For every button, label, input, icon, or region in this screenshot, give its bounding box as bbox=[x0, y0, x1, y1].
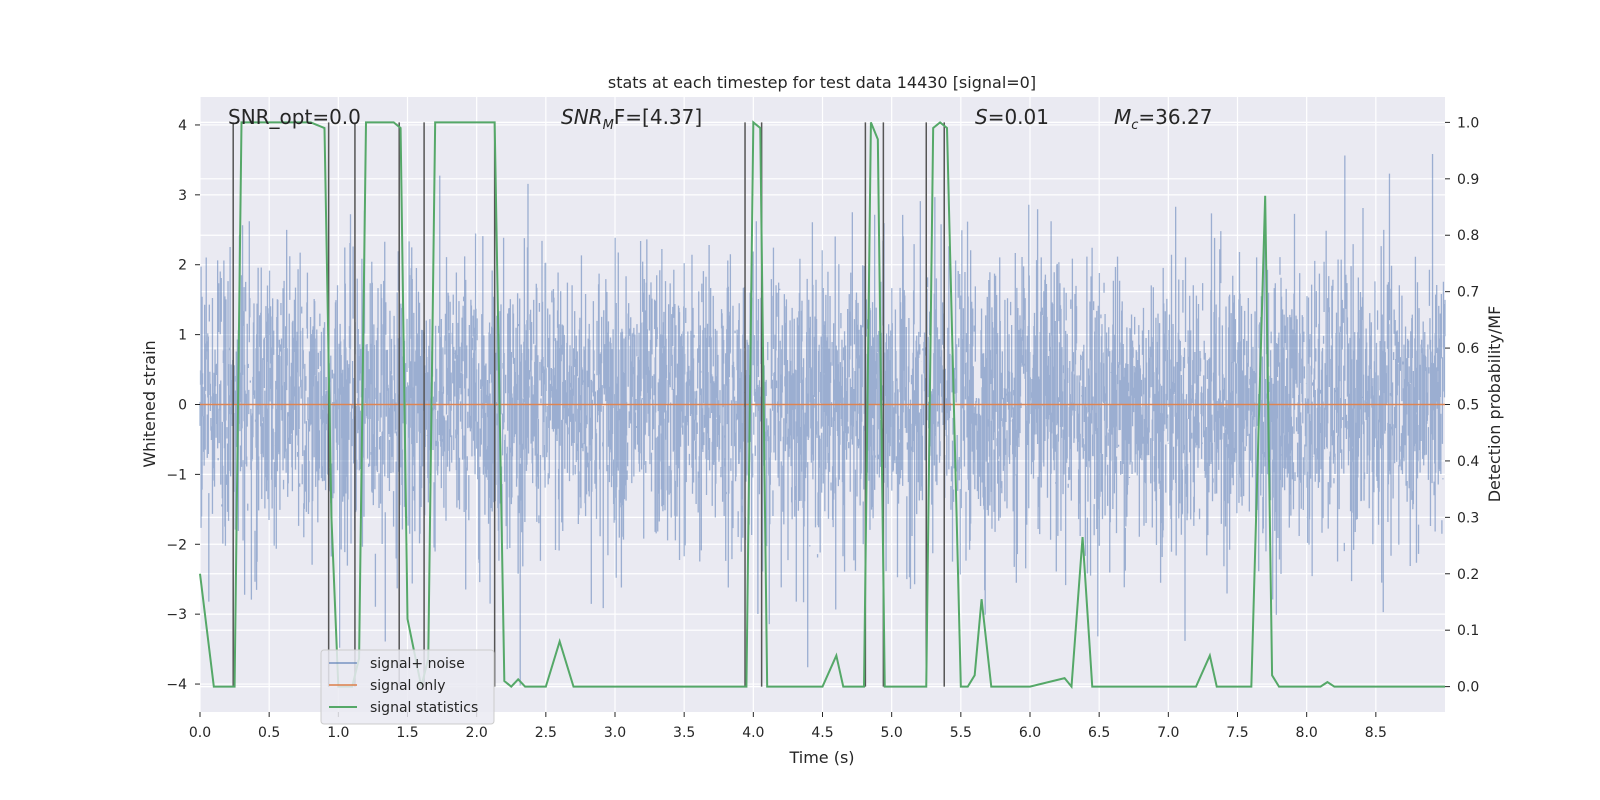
y-tick-label: 4 bbox=[178, 118, 187, 134]
x-tick-label: 5.0 bbox=[881, 725, 903, 741]
legend-box bbox=[320, 649, 495, 725]
y-axis-label: Whitened strain bbox=[140, 340, 159, 467]
y-tick-label: 3 bbox=[178, 188, 187, 204]
y2-axis-label: Detection probability/MF bbox=[1485, 306, 1504, 503]
x-tick-label: 1.5 bbox=[396, 725, 418, 741]
legend-label-signal-noise: signal+ noise bbox=[370, 656, 465, 672]
y-tick-label: 0 bbox=[178, 398, 187, 414]
y2-tick-label: 0.2 bbox=[1457, 567, 1479, 583]
y-tick-label: −3 bbox=[166, 607, 187, 623]
x-tick-label: 3.0 bbox=[604, 725, 626, 741]
x-tick-label: 6.0 bbox=[1019, 725, 1041, 741]
signal-noise-series bbox=[199, 154, 1446, 686]
signal-noise-trace bbox=[199, 154, 1446, 686]
x-tick-label: 2.0 bbox=[466, 725, 488, 741]
y2-tick-label: 0.0 bbox=[1457, 680, 1479, 696]
x-tick-label: 4.0 bbox=[742, 725, 764, 741]
y-tick-label: 2 bbox=[178, 258, 187, 274]
x-tick-label: 0.5 bbox=[258, 725, 280, 741]
y-tick-label: −4 bbox=[166, 677, 187, 693]
y2-tick-label: 0.9 bbox=[1457, 172, 1479, 188]
x-tick-label: 1.0 bbox=[327, 725, 349, 741]
y2-tick-label: 1.0 bbox=[1457, 115, 1479, 131]
mc-annotation: Mc=36.27 bbox=[1114, 105, 1212, 133]
x-tick-label: 8.0 bbox=[1296, 725, 1318, 741]
x-tick-label: 0.0 bbox=[189, 725, 211, 741]
snr-mf-annotation: SNRMF=[4.37] bbox=[561, 105, 702, 133]
y2-tick-label: 0.1 bbox=[1457, 623, 1479, 639]
s-annotation: S=0.01 bbox=[975, 105, 1049, 129]
snr-opt-annotation: SNR_opt=0.0 bbox=[228, 105, 361, 129]
x-axis-label: Time (s) bbox=[788, 748, 854, 767]
y2-tick-label: 0.3 bbox=[1457, 510, 1479, 526]
x-tick-label: 2.5 bbox=[535, 725, 557, 741]
legend-label-signal-only: signal only bbox=[370, 678, 445, 694]
y2-tick-label: 0.6 bbox=[1457, 341, 1479, 357]
legend-label-signal-statistics: signal statistics bbox=[370, 700, 478, 716]
y-tick-label: −1 bbox=[166, 467, 187, 483]
legend: signal+ noise signal only signal statist… bbox=[320, 649, 495, 725]
x-tick-label: 7.5 bbox=[1226, 725, 1248, 741]
x-tick-label: 4.5 bbox=[811, 725, 833, 741]
x-tick-label: 8.5 bbox=[1365, 725, 1387, 741]
x-tick-label: 6.5 bbox=[1088, 725, 1110, 741]
y2-tick-label: 0.8 bbox=[1457, 228, 1479, 244]
y2-tick-label: 0.4 bbox=[1457, 454, 1479, 470]
y-tick-label: −2 bbox=[166, 537, 187, 553]
x-tick-label: 7.0 bbox=[1157, 725, 1179, 741]
chart-title: stats at each timestep for test data 144… bbox=[608, 73, 1036, 92]
ticks: 0.0 0.5 1.0 1.5 2.0 2.5 3.0 3.5 4.0 4.5 5.0 5.5 6.0 6… bbox=[166, 115, 1479, 741]
x-tick-label: 3.5 bbox=[673, 725, 695, 741]
y2-tick-label: 0.7 bbox=[1457, 285, 1479, 301]
y2-tick-label: 0.5 bbox=[1457, 398, 1479, 414]
y-tick-label: 1 bbox=[178, 328, 187, 344]
x-tick-label: 5.5 bbox=[950, 725, 972, 741]
